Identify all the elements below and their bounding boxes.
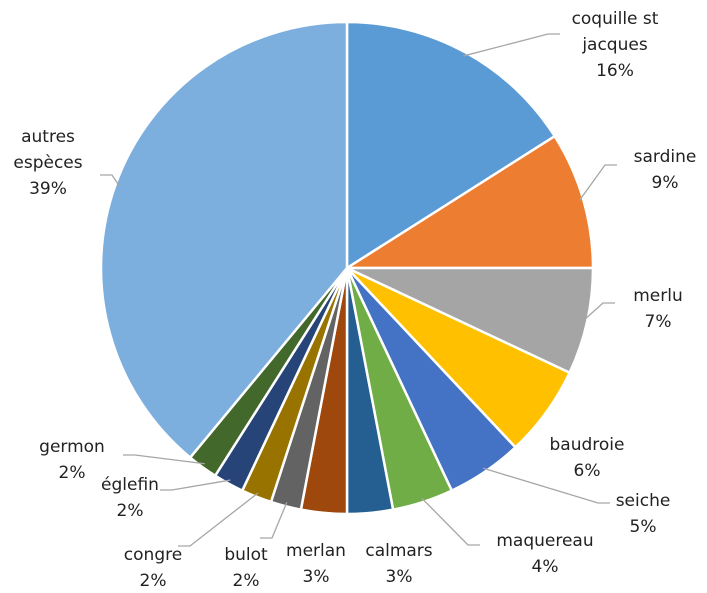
value-label: 3%: [385, 567, 413, 587]
category-label: maquereau: [496, 531, 594, 551]
category-label: merlu: [633, 286, 683, 306]
category-label: bulot: [224, 545, 268, 565]
pie-slice: [346, 266, 595, 375]
value-label: 2%: [139, 571, 167, 591]
leader-line: [100, 174, 120, 187]
leader-line: [582, 302, 615, 322]
value-label: 39%: [29, 179, 67, 199]
category-label: germon: [39, 437, 105, 457]
leader-line: [160, 479, 231, 491]
value-label: 2%: [116, 501, 144, 521]
category-label: seiche: [615, 491, 671, 511]
leader-line: [421, 497, 480, 546]
leader-line: [123, 454, 205, 465]
leader-line: [260, 502, 288, 539]
value-label: 6%: [573, 461, 601, 481]
category-label: églefin: [101, 475, 159, 495]
value-label: 9%: [651, 173, 679, 193]
value-label: 4%: [531, 557, 559, 577]
category-label: merlan: [286, 541, 346, 561]
category-label: calmars: [365, 541, 433, 561]
leader-line: [463, 33, 560, 57]
value-label: 5%: [629, 517, 657, 537]
leader-line: [178, 492, 259, 547]
pie-slice: [345, 20, 557, 271]
value-label: 2%: [58, 463, 86, 483]
category-label: sardine: [633, 147, 697, 167]
category-label: baudroie: [549, 435, 625, 455]
value-label: 3%: [302, 567, 330, 587]
category-label: coquille st jacques: [571, 9, 659, 55]
leader-line: [482, 467, 610, 504]
category-label: congre: [123, 545, 183, 565]
leader-line: [578, 164, 617, 201]
value-label: 2%: [232, 571, 260, 591]
value-label: 16%: [596, 61, 634, 81]
category-label: autres espèces: [13, 127, 83, 173]
pie-slice: [99, 20, 349, 460]
value-label: 7%: [644, 312, 672, 332]
pie-slice: [342, 134, 595, 270]
